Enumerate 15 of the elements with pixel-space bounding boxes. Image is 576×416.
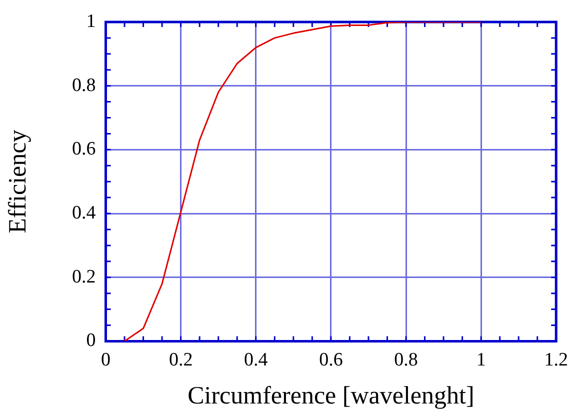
x-tick-label: 0.8 — [394, 350, 418, 371]
y-tick-label: 0.2 — [72, 266, 96, 288]
x-tick-label: 0.2 — [168, 350, 193, 371]
y-tick-label: 0.8 — [72, 74, 96, 96]
x-tick-label: 1 — [476, 350, 486, 371]
y-tick-label: 1 — [86, 10, 96, 32]
y-axis-title: Efficiency — [4, 129, 32, 234]
x-tick-label: 1.2 — [544, 350, 568, 371]
x-tick-label: 0.6 — [319, 350, 343, 371]
x-axis-title: Circumference [wavelenght] — [188, 382, 474, 410]
y-tick-label: 0.6 — [72, 138, 96, 160]
x-tick-label: 0 — [101, 350, 110, 371]
y-tick-label: 0.4 — [72, 202, 96, 224]
x-tick-label: 0.4 — [244, 350, 268, 371]
y-tick-label: 0 — [86, 330, 96, 352]
